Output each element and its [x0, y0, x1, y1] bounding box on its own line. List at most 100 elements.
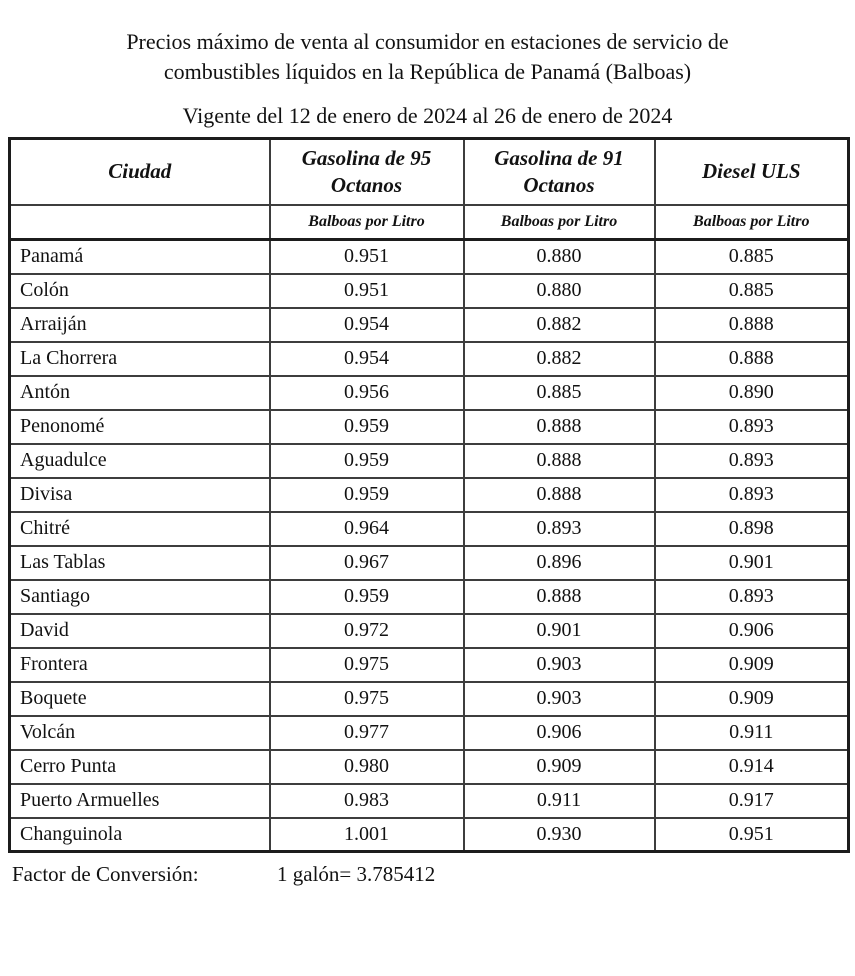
price-cell-gas95: 0.964: [268, 510, 465, 547]
price-cell-gas91: 0.882: [462, 340, 656, 377]
price-cell-gas91: 0.882: [462, 306, 656, 343]
city-cell: Volcán: [8, 714, 271, 751]
header-row: Ciudad Gasolina de 95 Octanos Gasolina d…: [8, 137, 850, 206]
price-cell-gas91: 0.888: [462, 476, 656, 513]
table-row: Aguadulce 0.959 0.888 0.893: [8, 442, 850, 479]
price-cell-gas95: 0.959: [268, 578, 465, 615]
table-row: La Chorrera 0.954 0.882 0.888: [8, 340, 850, 377]
title-line-1: Precios máximo de venta al consumidor en…: [126, 29, 729, 54]
city-cell: Colón: [8, 272, 271, 309]
price-cell-diesel: 0.909: [653, 680, 850, 717]
price-cell-gas95: 0.959: [268, 476, 465, 513]
price-cell-gas95: 0.951: [268, 238, 465, 275]
price-cell-diesel: 0.909: [653, 646, 850, 683]
document-page: Precios máximo de venta al consumidor en…: [0, 27, 855, 892]
city-cell: Penonomé: [8, 408, 271, 445]
column-header-gasolina-91: Gasolina de 91 Octanos: [462, 137, 656, 206]
table-row: Colón 0.951 0.880 0.885: [8, 272, 850, 309]
price-cell-gas91: 0.885: [462, 374, 656, 411]
price-cell-diesel: 0.917: [653, 782, 850, 819]
city-cell: La Chorrera: [8, 340, 271, 377]
conversion-factor-value: 1 galón= 3.785412: [277, 862, 436, 886]
conversion-factor: Factor de Conversión: 1 galón= 3.785412: [0, 862, 855, 892]
price-cell-gas91: 0.901: [462, 612, 656, 649]
price-cell-diesel: 0.906: [653, 612, 850, 649]
price-cell-gas95: 0.972: [268, 612, 465, 649]
table-row: Chitré 0.964 0.893 0.898: [8, 510, 850, 547]
price-cell-gas95: 0.954: [268, 340, 465, 377]
fuel-price-table: Ciudad Gasolina de 95 Octanos Gasolina d…: [8, 137, 850, 853]
price-cell-diesel: 0.898: [653, 510, 850, 547]
column-header-gasolina-95: Gasolina de 95 Octanos: [268, 137, 465, 206]
price-cell-gas91: 0.930: [462, 816, 656, 853]
price-cell-gas91: 0.896: [462, 544, 656, 581]
unit-label-gas91: Balboas por Litro: [462, 203, 656, 241]
price-cell-gas95: 0.977: [268, 714, 465, 751]
price-cell-gas95: 0.975: [268, 680, 465, 717]
city-cell: Divisa: [8, 476, 271, 513]
price-cell-diesel: 0.893: [653, 476, 850, 513]
price-cell-gas91: 0.903: [462, 646, 656, 683]
city-cell: Frontera: [8, 646, 271, 683]
table-row: Volcán 0.977 0.906 0.911: [8, 714, 850, 751]
price-cell-diesel: 0.888: [653, 306, 850, 343]
city-cell: Santiago: [8, 578, 271, 615]
price-cell-gas91: 0.903: [462, 680, 656, 717]
city-cell: Chitré: [8, 510, 271, 547]
price-cell-diesel: 0.885: [653, 238, 850, 275]
price-cell-diesel: 0.893: [653, 408, 850, 445]
price-cell-gas91: 0.906: [462, 714, 656, 751]
table-row: Divisa 0.959 0.888 0.893: [8, 476, 850, 513]
price-cell-gas91: 0.888: [462, 408, 656, 445]
price-cell-gas91: 0.909: [462, 748, 656, 785]
unit-row: Balboas por Litro Balboas por Litro Balb…: [8, 203, 850, 241]
city-cell: Panamá: [8, 238, 271, 275]
city-cell: Boquete: [8, 680, 271, 717]
price-cell-gas95: 1.001: [268, 816, 465, 853]
price-cell-diesel: 0.951: [653, 816, 850, 853]
unit-label-gas95: Balboas por Litro: [268, 203, 465, 241]
city-cell: Antón: [8, 374, 271, 411]
price-cell-gas91: 0.888: [462, 578, 656, 615]
price-cell-gas95: 0.975: [268, 646, 465, 683]
city-cell: Puerto Armuelles: [8, 782, 271, 819]
table-row: Santiago 0.959 0.888 0.893: [8, 578, 850, 615]
table-row: Frontera 0.975 0.903 0.909: [8, 646, 850, 683]
price-cell-diesel: 0.911: [653, 714, 850, 751]
table-row: Boquete 0.975 0.903 0.909: [8, 680, 850, 717]
price-cell-diesel: 0.888: [653, 340, 850, 377]
price-cell-gas91: 0.888: [462, 442, 656, 479]
city-cell: David: [8, 612, 271, 649]
table-row: Arraiján 0.954 0.882 0.888: [8, 306, 850, 343]
price-cell-gas95: 0.967: [268, 544, 465, 581]
table-row: Penonomé 0.959 0.888 0.893: [8, 408, 850, 445]
city-cell: Cerro Punta: [8, 748, 271, 785]
column-header-ciudad: Ciudad: [8, 137, 271, 206]
price-cell-diesel: 0.914: [653, 748, 850, 785]
price-cell-gas91: 0.880: [462, 272, 656, 309]
price-cell-gas91: 0.893: [462, 510, 656, 547]
unit-label-diesel: Balboas por Litro: [653, 203, 850, 241]
price-cell-gas95: 0.983: [268, 782, 465, 819]
price-cell-diesel: 0.890: [653, 374, 850, 411]
table-row: Puerto Armuelles 0.983 0.911 0.917: [8, 782, 850, 819]
city-cell: Arraiján: [8, 306, 271, 343]
unit-cell-empty: [8, 203, 271, 241]
table-row: Changuinola 1.001 0.930 0.951: [8, 816, 850, 853]
price-cell-gas95: 0.959: [268, 408, 465, 445]
price-cell-gas95: 0.954: [268, 306, 465, 343]
conversion-factor-label: Factor de Conversión:: [12, 862, 199, 886]
price-cell-gas95: 0.956: [268, 374, 465, 411]
price-cell-diesel: 0.901: [653, 544, 850, 581]
price-cell-gas95: 0.980: [268, 748, 465, 785]
price-cell-diesel: 0.893: [653, 578, 850, 615]
price-cell-gas95: 0.959: [268, 442, 465, 479]
table-row: David 0.972 0.901 0.906: [8, 612, 850, 649]
table-row: Panamá 0.951 0.880 0.885: [8, 238, 850, 275]
price-cell-diesel: 0.893: [653, 442, 850, 479]
price-cell-gas91: 0.880: [462, 238, 656, 275]
price-cell-gas91: 0.911: [462, 782, 656, 819]
city-cell: Changuinola: [8, 816, 271, 853]
table-row: Cerro Punta 0.980 0.909 0.914: [8, 748, 850, 785]
price-cell-diesel: 0.885: [653, 272, 850, 309]
